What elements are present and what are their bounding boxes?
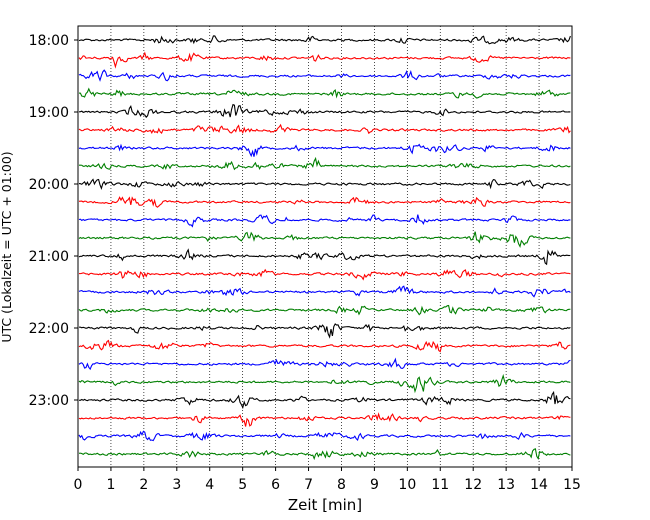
y-tick-label: 21:00 <box>29 249 69 265</box>
x-tick-label: 0 <box>74 477 83 493</box>
x-tick-label: 6 <box>271 477 280 493</box>
y-tick-label: 19:00 <box>29 105 69 121</box>
trace-row <box>78 143 571 158</box>
x-tick-label: 4 <box>205 477 214 493</box>
x-tick-label: 1 <box>106 477 115 493</box>
trace-row <box>78 430 571 442</box>
trace-row <box>78 35 571 45</box>
trace-row <box>78 156 571 171</box>
trace-row <box>78 323 571 339</box>
x-tick-label: 11 <box>431 477 449 493</box>
x-tick-label: 3 <box>172 477 181 493</box>
x-tick-label: 7 <box>304 477 313 493</box>
trace-row <box>78 51 571 69</box>
trace-row <box>78 87 571 99</box>
x-tick-label: 15 <box>563 477 581 493</box>
x-tick-label: 2 <box>139 477 148 493</box>
trace-row <box>78 339 571 353</box>
trace-row <box>78 304 571 316</box>
y-tick-label: 22:00 <box>29 321 69 337</box>
x-tick-label: 8 <box>337 477 346 493</box>
y-tick-label: 20:00 <box>29 177 69 193</box>
x-tick-label: 10 <box>398 477 416 493</box>
trace-row <box>78 214 571 228</box>
trace-row <box>78 268 571 281</box>
trace-row <box>78 357 571 371</box>
trace-row <box>78 123 571 135</box>
trace-row <box>78 231 571 248</box>
x-axis-label: Zeit [min] <box>288 496 362 514</box>
x-tick-label: 12 <box>464 477 482 493</box>
y-tick-label: 23:00 <box>29 393 69 409</box>
x-axis-ticks: 0 1 2 3 4 5 6 7 8 9 10 11 12 13 14 15 <box>74 467 581 493</box>
x-tick-label: 9 <box>370 477 379 493</box>
plot-frame <box>77 25 573 468</box>
trace-row <box>78 448 571 461</box>
trace-row <box>78 248 571 266</box>
x-tick-label: 13 <box>497 477 515 493</box>
trace-row <box>78 178 571 191</box>
y-axis-label: UTC (Lokalzeit = UTC + 01:00) <box>0 151 14 342</box>
trace-rows <box>78 35 571 461</box>
y-tick-label: 18:00 <box>29 33 69 49</box>
trace-row <box>78 69 571 82</box>
trace-row <box>78 412 571 427</box>
trace-row <box>78 103 571 119</box>
trace-row <box>78 285 571 298</box>
trace-row <box>78 196 571 208</box>
x-tick-label: 14 <box>530 477 548 493</box>
x-tick-label: 5 <box>238 477 247 493</box>
y-axis-ticks: 18:00 19:00 20:00 21:00 22:00 23:00 <box>29 33 78 409</box>
trace-row <box>78 390 571 410</box>
trace-row <box>78 373 571 394</box>
